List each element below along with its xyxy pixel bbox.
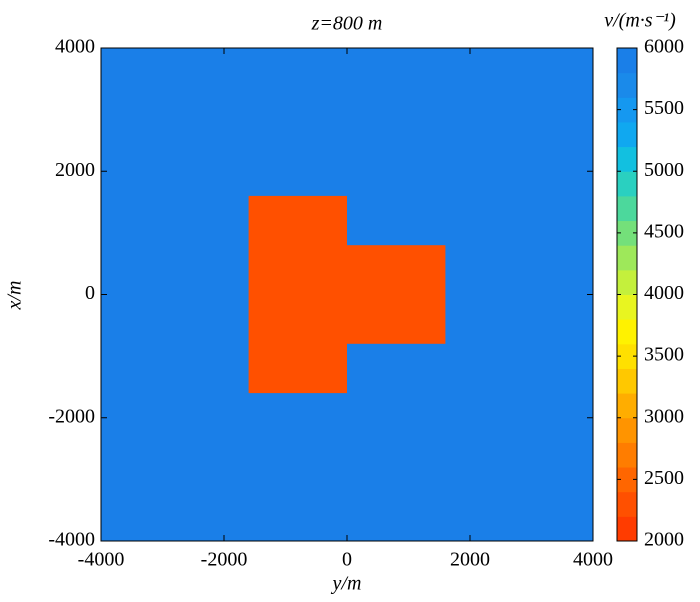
chart-title: z=800 m [311,13,383,35]
colorbar-label: v/(m·s⁻¹) [604,10,676,32]
colorbar-band [617,467,637,493]
colorbar-band [617,121,637,148]
colorbar-band [617,97,637,123]
colorbar-tick-label: 5000 [644,159,684,181]
colorbar-band [617,319,637,345]
colorbar-tick-label: 6000 [644,36,684,58]
colorbar-band [617,491,637,517]
y-tick-label: -2000 [48,405,95,427]
colorbar-band [617,146,637,172]
colorbar-band [617,195,637,222]
colorbar-tick-label: 3500 [644,344,684,366]
x-axis-label: y/m [331,573,362,595]
x-tick-label: 4000 [573,549,613,571]
colorbar-tick-label: 3000 [644,405,684,427]
x-tick-label: -4000 [78,549,125,571]
x-tick-label: 2000 [450,549,490,571]
colorbar-band [617,343,637,369]
y-tick-label: 2000 [55,159,95,181]
colorbar-band [617,220,637,246]
heatmap-cell [347,245,446,344]
y-tick-label: -4000 [48,529,95,551]
colorbar-band [617,245,637,271]
colorbar-tick-label: 5500 [644,97,684,119]
colorbar-band [617,294,637,320]
colorbar-band [617,368,637,394]
colorbar-tick-label: 2000 [644,529,684,551]
colorbar-band [617,72,637,98]
y-tick-label: 4000 [55,36,95,58]
colorbar-band [617,269,637,295]
colorbar-band [617,442,637,468]
colorbar-tick-label: 4500 [644,220,684,242]
colorbar-band [617,48,637,74]
x-tick-label: 0 [342,549,352,571]
colorbar-tick-label: 4000 [644,282,684,304]
colorbar-band [617,417,637,443]
heatmap-cell [248,195,347,394]
x-tick-label: -2000 [201,549,248,571]
colorbar-band [617,516,637,542]
colorbar-band [617,171,637,197]
y-axis-label: x/m [4,281,26,311]
colorbar-band [617,393,637,419]
colorbar-tick-label: 2500 [644,467,684,489]
y-tick-label: 0 [85,282,95,304]
